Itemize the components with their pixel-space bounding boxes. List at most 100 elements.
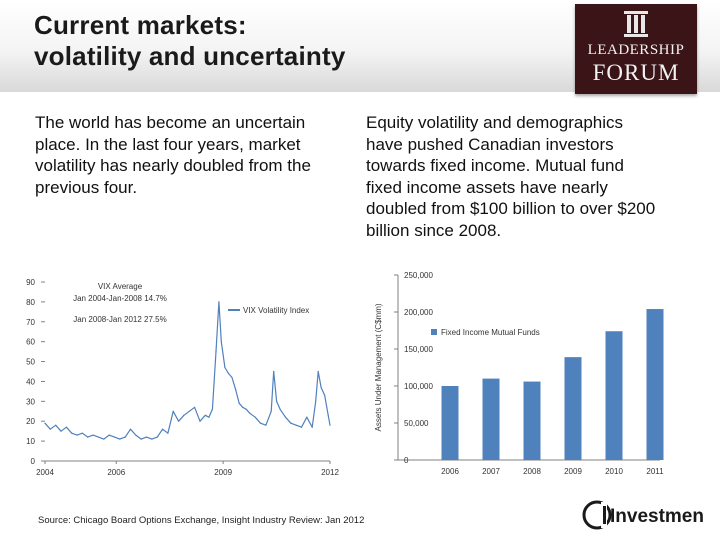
vix-data-point: [81, 432, 84, 434]
y-tick-label: 200,000: [404, 308, 433, 317]
vix-data-point: [242, 406, 244, 408]
x-tick-label: 2006: [441, 467, 459, 476]
vix-data-point: [320, 386, 322, 389]
vix-data-point: [65, 426, 67, 428]
vix-data-point: [55, 424, 57, 426]
x-tick-label: 2011: [646, 467, 664, 476]
fund-bar-chart: 0 50,000 100,000 150,000 200,000 250,000 2006 2…: [374, 271, 664, 476]
ci-investments-logo: Investments: [582, 500, 704, 530]
vix-data-point: [103, 438, 105, 440]
logo-line-1: LEADERSHIP: [587, 42, 685, 58]
vix-data-point: [161, 428, 164, 430]
vix-data-point: [327, 414, 329, 416]
y-tick-label: 80: [26, 298, 35, 307]
vix-data-point: [135, 434, 137, 436]
vix-data-point: [220, 341, 222, 343]
vix-data-point: [49, 428, 51, 430]
vix-data-point: [188, 410, 190, 412]
ci-logo-text: Investments: [610, 506, 704, 527]
vix-average-label-2: Jan 2008-Jan 2012 27.5%: [73, 315, 166, 324]
vix-average-label-1: Jan 2004-Jan-2008 14.7%: [73, 294, 167, 303]
fund-legend-swatch: [431, 329, 437, 335]
x-tick-label: 2009: [214, 468, 232, 477]
y-tick-label: 50,000: [404, 419, 429, 428]
fund-bar: [441, 386, 459, 460]
vix-data-point: [208, 416, 210, 418]
x-tick-label: 2008: [523, 467, 541, 476]
y-tick-label: 0: [31, 457, 36, 466]
vix-data-point: [218, 301, 220, 303]
vix-data-point: [60, 430, 62, 432]
vix-average-title: VIX Average: [98, 282, 143, 291]
x-tick-label: 2009: [564, 467, 582, 476]
vix-data-point: [140, 438, 142, 440]
vix-data-point: [119, 438, 121, 440]
fund-bar: [482, 378, 500, 460]
fund-bar: [523, 381, 541, 460]
vix-data-point: [97, 436, 100, 438]
y-tick-label: 40: [26, 377, 35, 386]
slide-title: Current markets: volatility and uncertai…: [34, 10, 346, 72]
y-tick-label: 10: [26, 437, 35, 446]
vix-data-point: [245, 408, 247, 410]
vix-legend-label: VIX Volatility Index: [243, 306, 309, 315]
vix-data-point: [113, 436, 116, 438]
logo-line-2: FORUM: [592, 60, 680, 85]
vix-line-chart: 0 10 20 30 40 50 60 70 80 90 2004 2006 2009 2012 VIX V…: [26, 278, 339, 477]
x-tick-label: 2007: [482, 467, 500, 476]
vix-data-point: [231, 376, 233, 379]
vix-data-point: [215, 351, 217, 353]
leadership-forum-logo: LEADERSHIP FORUM: [575, 4, 697, 94]
vix-data-point: [124, 436, 126, 438]
fund-legend-label: Fixed Income Mutual Funds: [441, 328, 540, 337]
x-tick-label: 2006: [107, 468, 125, 477]
vix-data-point: [254, 416, 256, 418]
y-tick-label: 60: [26, 338, 35, 347]
vix-data-point: [265, 424, 267, 426]
y-tick-label: 20: [26, 417, 35, 426]
vix-data-point: [177, 420, 180, 422]
fund-bar: [605, 331, 623, 460]
vix-data-point: [151, 438, 153, 440]
vix-data-point: [238, 402, 240, 404]
y-tick-label: 250,000: [404, 271, 433, 280]
vix-data-point: [145, 436, 148, 438]
vix-data-point: [306, 416, 308, 418]
vix-data-point: [87, 436, 89, 438]
fund-bar: [646, 309, 664, 460]
fund-y-axis-title: Assets Under Management (C$mm): [374, 303, 383, 431]
vix-data-point: [129, 428, 132, 430]
vix-data-point: [108, 434, 110, 436]
vix-data-point: [317, 370, 319, 373]
vix-data-point: [76, 434, 78, 436]
x-tick-label: 2010: [605, 467, 623, 476]
vix-data-point: [284, 416, 287, 418]
vix-data-point: [324, 394, 326, 396]
vix-data-point: [259, 422, 262, 424]
vix-data-point: [172, 410, 174, 412]
vix-data-point: [249, 412, 251, 414]
vix-data-point: [275, 400, 278, 402]
y-tick-label: 100,000: [404, 382, 433, 391]
vix-data-point: [234, 388, 237, 390]
y-tick-label: 150,000: [404, 345, 433, 354]
vix-data-point: [156, 436, 158, 438]
vix-data-point: [273, 370, 275, 373]
left-paragraph: The world has become an uncertain place.…: [35, 113, 311, 197]
vix-data-point: [224, 366, 226, 369]
y-tick-label: 70: [26, 318, 35, 327]
right-paragraph: Equity volatility and demographics have …: [366, 113, 656, 240]
vix-data-point: [300, 426, 303, 428]
y-tick-label: 90: [26, 278, 35, 287]
source-note: Source: Chicago Board Options Exchange, …: [38, 515, 365, 526]
title-line-1: Current markets:: [34, 10, 247, 40]
vix-data-point: [183, 414, 185, 416]
vix-data-point: [211, 408, 214, 410]
vix-data-point: [279, 408, 281, 410]
vix-data-point: [71, 432, 73, 434]
vix-data-point: [92, 434, 94, 436]
ci-mark-icon: [582, 500, 612, 530]
y-tick-label: 0: [404, 456, 409, 465]
vix-data-point: [315, 400, 317, 402]
vix-data-point: [295, 424, 297, 426]
